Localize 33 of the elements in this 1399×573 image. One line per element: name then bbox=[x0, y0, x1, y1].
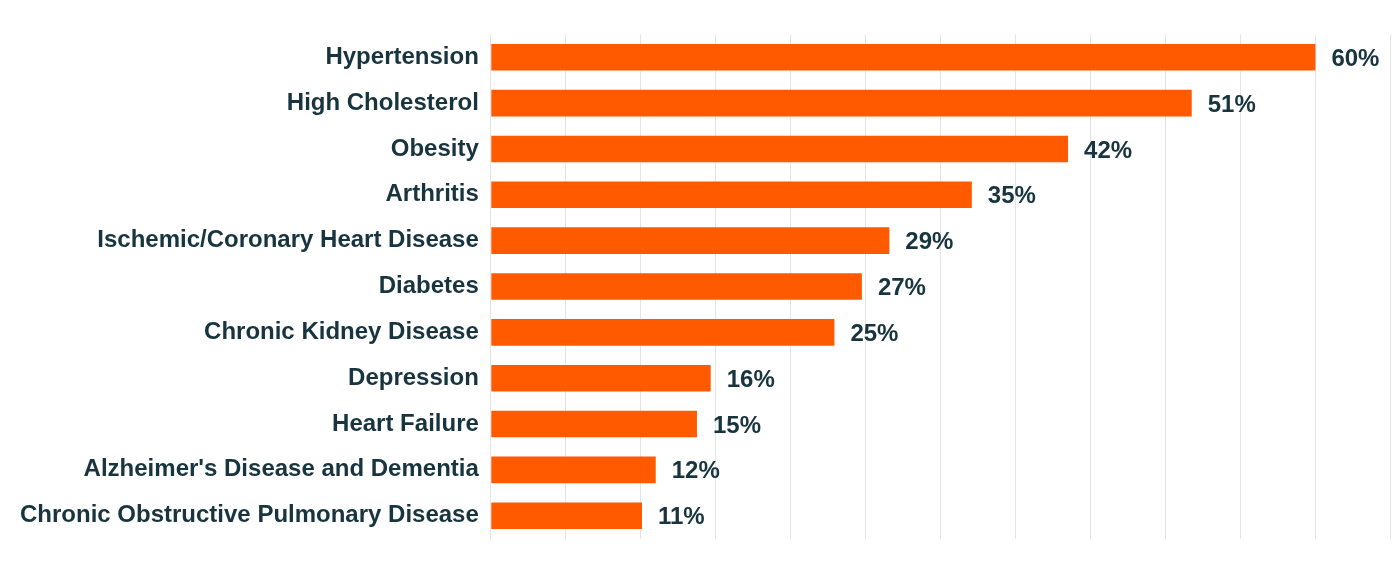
bar bbox=[491, 89, 1192, 117]
bar bbox=[491, 135, 1069, 163]
bar bbox=[491, 364, 711, 392]
bar bbox=[491, 456, 656, 484]
y-tick-label: Arthritis bbox=[385, 179, 479, 207]
data-label: 60% bbox=[1331, 43, 1380, 71]
data-label: 35% bbox=[987, 181, 1036, 209]
bar bbox=[491, 273, 862, 300]
y-tick-label: Diabetes bbox=[378, 271, 479, 299]
bar bbox=[491, 227, 890, 254]
y-tick-label: Chronic Kidney Disease bbox=[204, 316, 479, 344]
y-tick-label: Heart Failure bbox=[332, 408, 479, 436]
bar bbox=[491, 410, 697, 438]
data-label: 11% bbox=[657, 502, 705, 530]
y-tick-label: Hypertension bbox=[325, 41, 479, 69]
y-tick-label: Ischemic/Coronary Heart Disease bbox=[97, 225, 479, 253]
y-tick-label: Alzheimer's Disease and Dementia bbox=[83, 454, 480, 482]
y-tick-label: Depression bbox=[348, 362, 479, 390]
data-label: 42% bbox=[1084, 135, 1133, 163]
bar bbox=[491, 181, 972, 209]
y-tick-label: Chronic Obstructive Pulmonary Disease bbox=[20, 500, 479, 528]
data-label: 51% bbox=[1207, 89, 1256, 117]
data-label: 16% bbox=[726, 364, 775, 392]
data-label: 27% bbox=[877, 273, 926, 301]
data-label: 12% bbox=[671, 456, 720, 484]
data-label: 29% bbox=[905, 227, 954, 255]
data-label: 25% bbox=[850, 318, 899, 346]
bar bbox=[491, 44, 1316, 71]
bar bbox=[491, 319, 835, 346]
y-tick-label: High Cholesterol bbox=[286, 87, 479, 115]
y-tick-label: Obesity bbox=[390, 133, 480, 161]
data-label: 15% bbox=[712, 410, 762, 438]
bar bbox=[491, 502, 642, 529]
